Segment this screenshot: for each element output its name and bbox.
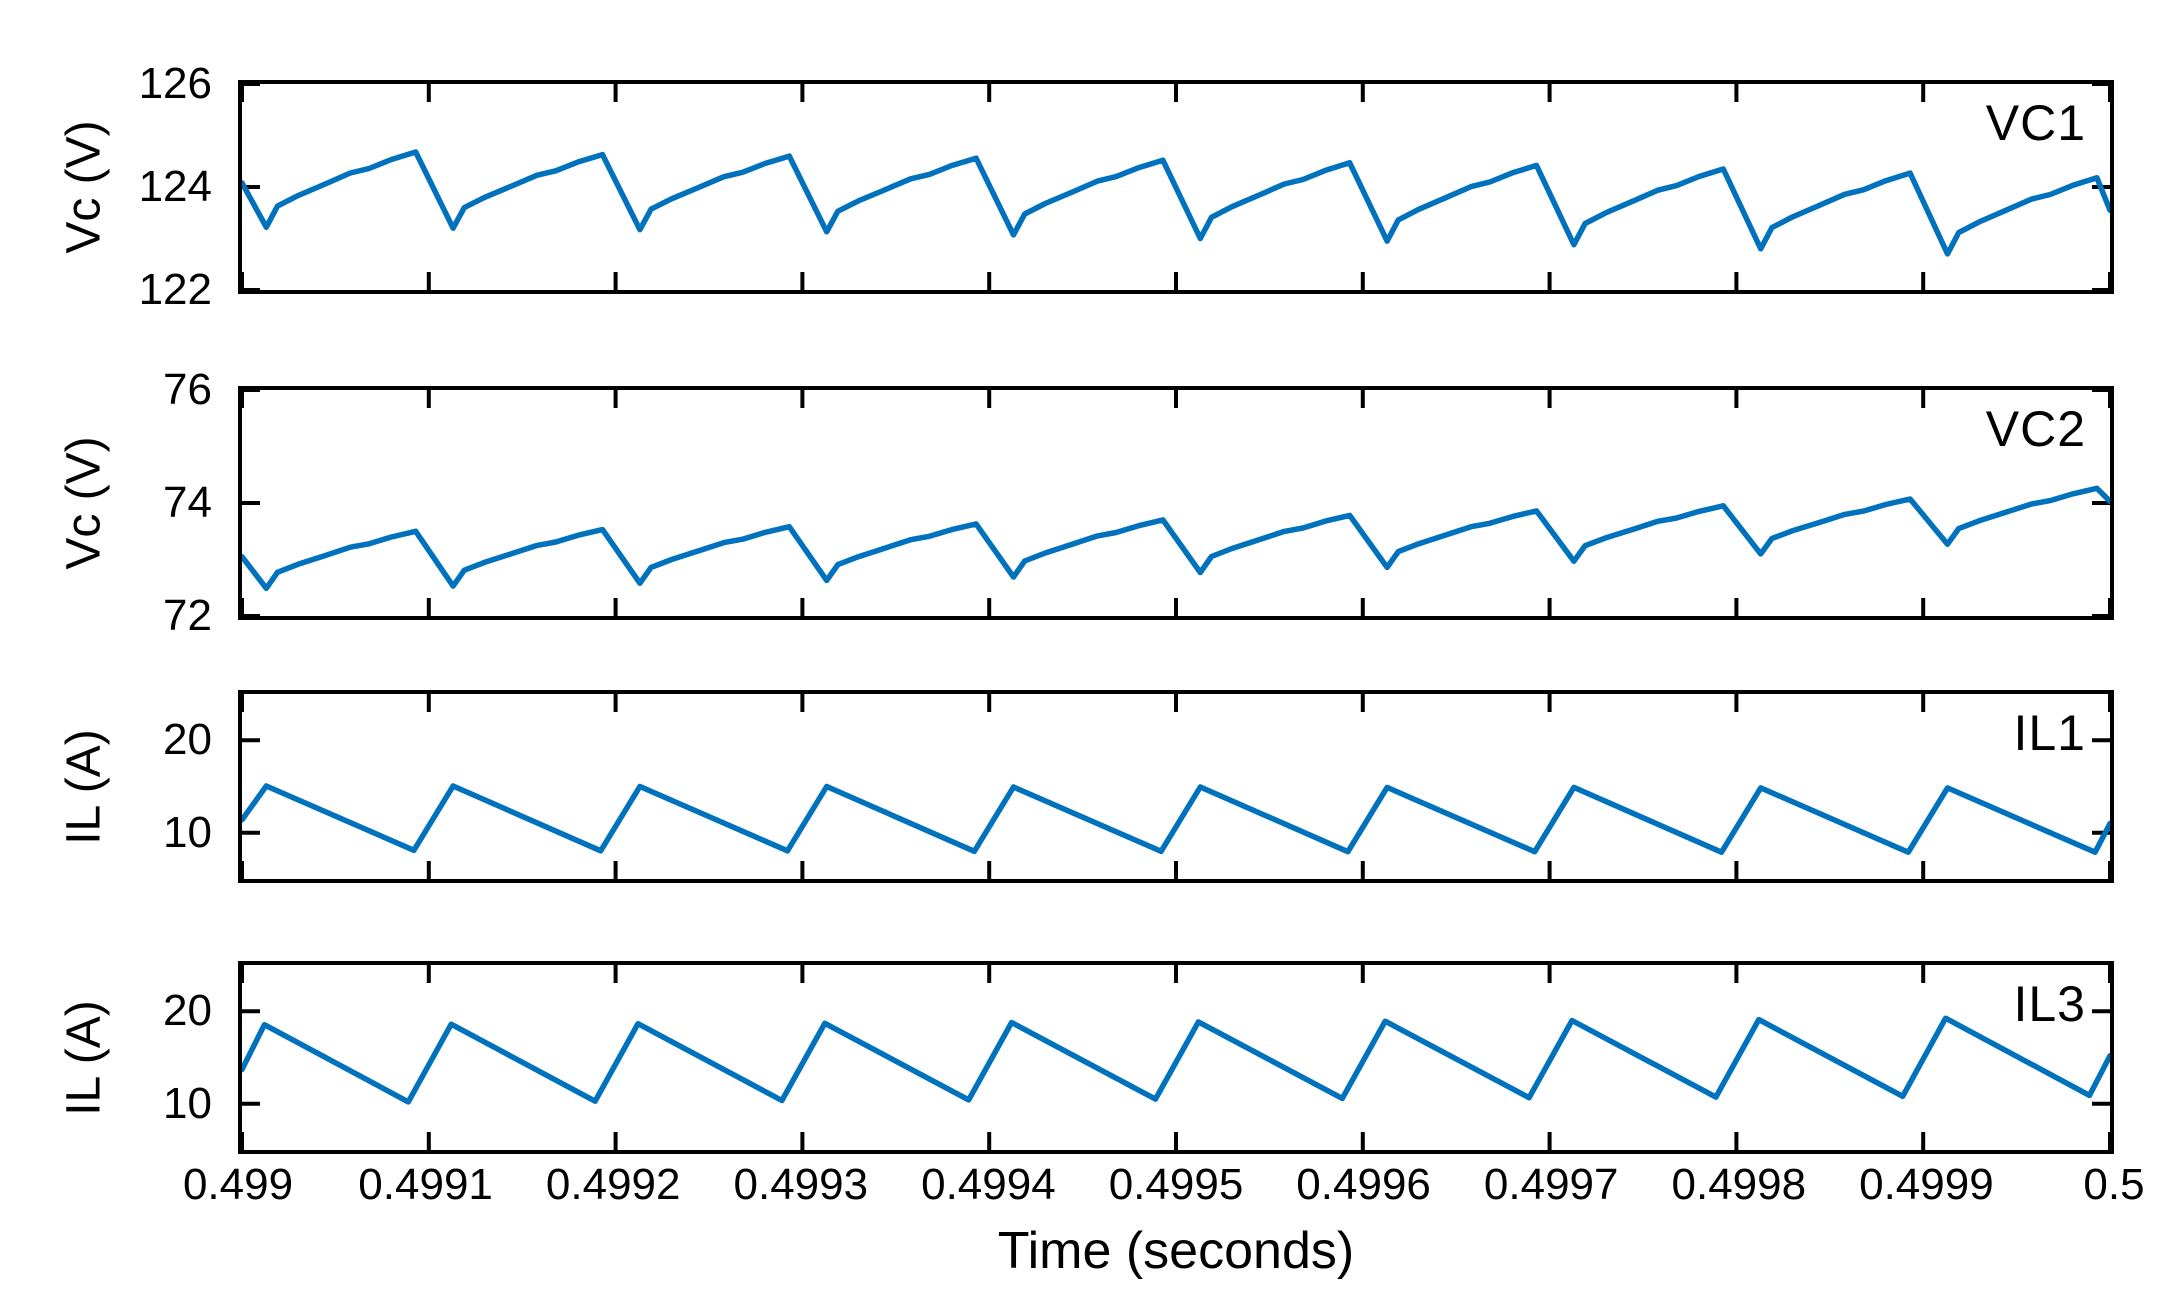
x-axis-label: Time (seconds) [997, 1222, 1355, 1280]
y-tick-labels-il1: 20 10 [0, 690, 222, 883]
x-tick-label: 0.499 [182, 1160, 294, 1209]
y-tick-labels-vc1: 126 124 122 [0, 59, 222, 314]
axis-tick-marks [242, 965, 2110, 1150]
trace-label-il3: IL3 [2013, 976, 2086, 1032]
y-tick-label: 72 [163, 591, 212, 640]
axis-tick-marks [242, 84, 2110, 290]
y-tick-label: 10 [163, 807, 212, 857]
axis-tick-marks [242, 390, 2110, 616]
waveform-trace-il1 [242, 783, 2110, 855]
waveform-svg-vc2 [242, 390, 2110, 616]
subplot-il1: IL (A) 20 10 IL1 [0, 690, 2184, 883]
plot-area-il3: IL3 [238, 961, 2114, 1154]
plot-area-vc2: VC2 [238, 386, 2114, 620]
y-tick-label: 20 [163, 715, 212, 765]
x-tick-label: 0.4995 [1108, 1160, 1244, 1209]
x-tick-label: 0.5 [2083, 1160, 2145, 1209]
waveform-trace-il3 [242, 1015, 2110, 1105]
subplot-vc1: Vc (V) 126 124 122 VC1 [0, 59, 2184, 314]
trace-label-vc2: VC2 [1985, 401, 2086, 457]
x-tick-label: 0.4996 [1296, 1160, 1431, 1209]
y-tick-label: 74 [163, 478, 212, 527]
axis-tick-marks [242, 694, 2110, 879]
plot-area-vc1: VC1 [238, 80, 2114, 294]
waveform-svg-il1 [242, 694, 2110, 879]
x-tick-label: 0.4994 [921, 1160, 1056, 1209]
subplot-il3: IL (A) 20 10 IL3 [0, 961, 2184, 1154]
waveform-trace-vc1 [242, 149, 2110, 257]
waveform-svg-il3 [242, 965, 2110, 1150]
y-tick-label: 126 [138, 59, 212, 108]
x-tick-labels: 0.499 0.4991 0.4992 0.4993 0.4994 0.4995 0.499… [0, 1160, 2184, 1220]
x-tick-label: 0.4998 [1671, 1160, 1807, 1209]
y-tick-label: 10 [163, 1078, 212, 1128]
y-tick-label: 76 [163, 365, 212, 414]
x-tick-label: 0.4991 [358, 1160, 493, 1209]
x-tick-label: 0.4992 [545, 1160, 681, 1209]
waveform-svg-vc1 [242, 84, 2110, 290]
trace-label-vc1: VC1 [1985, 95, 2086, 151]
y-tick-label: 122 [138, 265, 212, 314]
subplot-vc2: Vc (V) 76 74 72 VC2 [0, 365, 2184, 640]
y-tick-labels-il3: 20 10 [0, 961, 222, 1154]
x-tick-label: 0.4997 [1483, 1160, 1619, 1209]
x-tick-label: 0.4999 [1859, 1160, 1994, 1209]
plot-area-il1: IL1 [238, 690, 2114, 883]
y-tick-label: 124 [138, 162, 212, 211]
waveform-trace-vc2 [242, 485, 2110, 592]
x-tick-label: 0.4993 [733, 1160, 869, 1209]
trace-label-il1: IL1 [2013, 705, 2086, 761]
y-tick-label: 20 [163, 986, 212, 1036]
y-tick-labels-vc2: 76 74 72 [0, 365, 222, 640]
